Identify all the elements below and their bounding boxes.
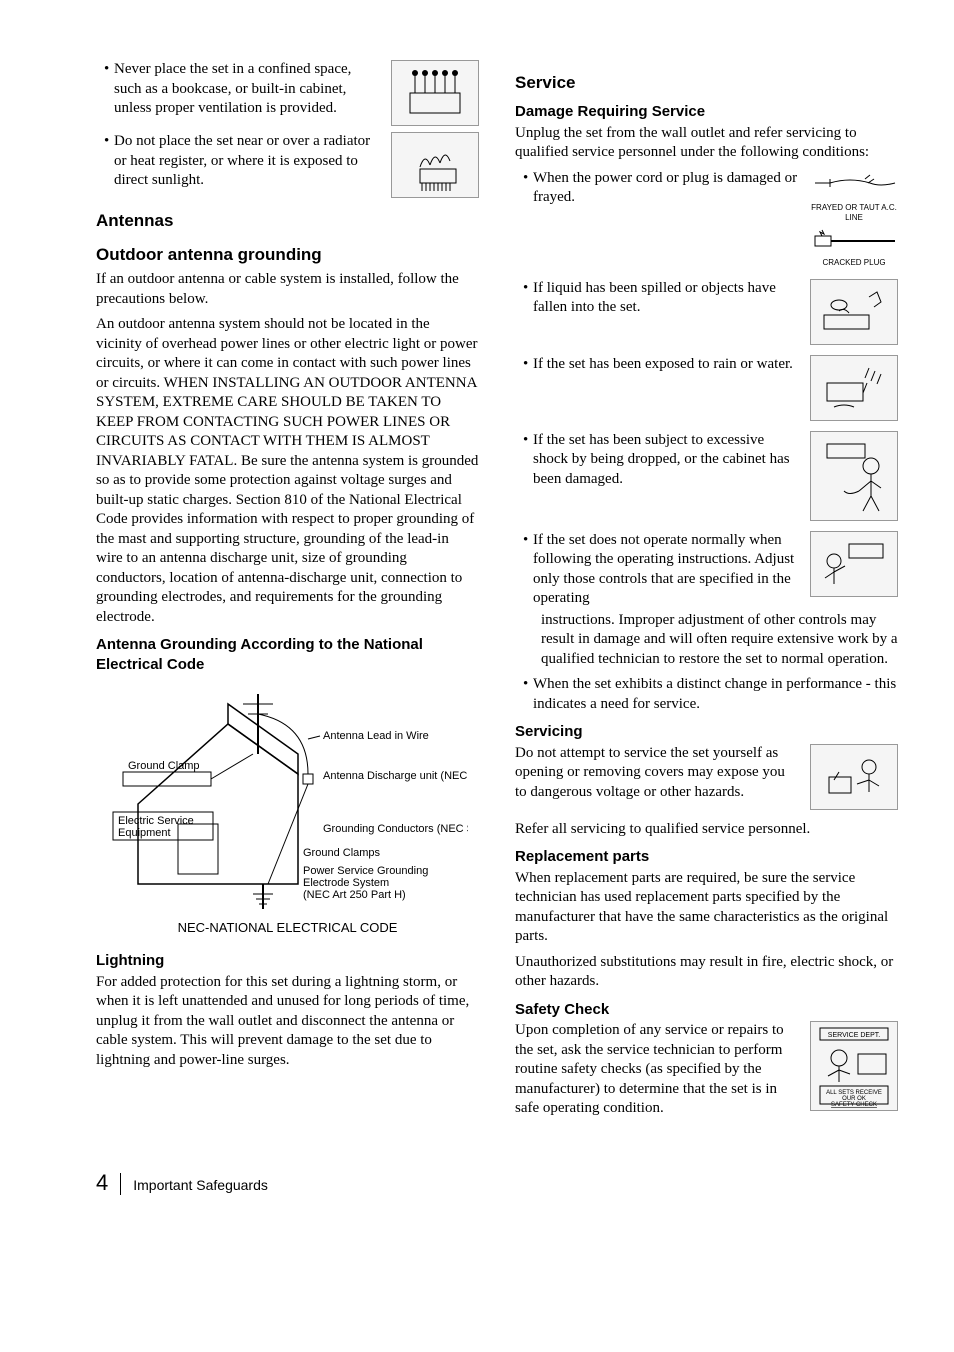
page-number: 4 xyxy=(96,1169,108,1198)
bullet-continuation: instructions. Improper adjustment of oth… xyxy=(515,611,898,670)
bullet-text: If the set has been subject to excessive… xyxy=(533,431,800,490)
replacement-body-2: Unauthorized substitutions may result in… xyxy=(515,953,898,992)
damage-intro: Unplug the set from the wall outlet and … xyxy=(515,124,898,163)
left-column: Never place the set in a confined space,… xyxy=(96,60,479,1129)
safety-check-body: Upon completion of any service or repair… xyxy=(515,1021,800,1119)
svg-text:SAFETY CHECK: SAFETY CHECK xyxy=(831,1102,877,1108)
bullet-item: If the set has been exposed to rain or w… xyxy=(515,355,898,421)
bullet-text: If liquid has been spilled or objects ha… xyxy=(533,279,800,318)
two-column-layout: Never place the set in a confined space,… xyxy=(96,60,898,1129)
bullet-item: When the set exhibits a distinct change … xyxy=(515,675,898,714)
bullet-text: If the set does not operate normally whe… xyxy=(533,531,800,609)
svg-text:SERVICE DEPT.: SERVICE DEPT. xyxy=(828,1032,880,1039)
antennas-heading: Antennas xyxy=(96,210,479,232)
nec-caption: NEC-NATIONAL ELECTRICAL CODE xyxy=(96,920,479,937)
diagram-label: Ground Clamps xyxy=(303,847,381,859)
diagram-label: Antenna Discharge unit (NEC Section 810-… xyxy=(323,770,468,782)
antenna-grounding-diagram: Antenna Lead in Wire Ground Clamp Antenn… xyxy=(108,684,468,914)
bullet-item: If liquid has been spilled or objects ha… xyxy=(515,279,898,345)
bullet-dot-icon xyxy=(515,531,523,551)
servicing-heading: Servicing xyxy=(515,722,898,742)
diagram-label: Antenna Lead in Wire xyxy=(323,730,429,742)
frayed-label: FRAYED OR TAUT A.C. LINE xyxy=(810,203,898,224)
diagram-label: Electric Service xyxy=(118,815,194,827)
outdoor-grounding-heading: Outdoor antenna grounding xyxy=(96,244,479,266)
footer-divider xyxy=(120,1173,121,1195)
svg-text:Electrode System: Electrode System xyxy=(303,877,389,889)
svg-text:Equipment: Equipment xyxy=(118,827,171,839)
servicing-illustration xyxy=(810,744,898,810)
bullet-dot-icon xyxy=(515,675,523,714)
outdoor-paragraph: An outdoor antenna system should not be … xyxy=(96,315,479,627)
bullet-item: Never place the set in a confined space,… xyxy=(96,60,479,126)
outdoor-paragraph: If an outdoor antenna or cable system is… xyxy=(96,270,479,309)
adjust-illustration xyxy=(810,531,898,597)
bookcase-illustration xyxy=(391,60,479,126)
cracked-label: CRACKED PLUG xyxy=(810,258,898,268)
svg-text:(NEC Art 250 Part H): (NEC Art 250 Part H) xyxy=(303,889,406,901)
servicing-body-2: Refer all servicing to qualified service… xyxy=(515,820,898,840)
page-title: Important Safeguards xyxy=(133,1176,268,1194)
safety-check-heading: Safety Check xyxy=(515,1000,898,1020)
replacement-heading: Replacement parts xyxy=(515,847,898,867)
diagram-label: Ground Clamp xyxy=(128,760,200,772)
right-column: Service Damage Requiring Service Unplug … xyxy=(515,60,898,1129)
bullet-text: Do not place the set near or over a radi… xyxy=(114,132,381,198)
bullet-item: If the set does not operate normally whe… xyxy=(515,531,898,609)
svg-text:Power Service Grounding: Power Service Grounding xyxy=(303,865,428,877)
rain-illustration xyxy=(810,355,898,421)
spill-illustration xyxy=(810,279,898,345)
bullet-text: When the set exhibits a distinct change … xyxy=(533,675,898,714)
servicing-body: Do not attempt to service the set yourse… xyxy=(515,744,800,803)
radiator-illustration xyxy=(391,132,479,198)
lightning-body: For added protection for this set during… xyxy=(96,973,479,1071)
bullet-dot-icon xyxy=(515,355,523,375)
dropped-illustration xyxy=(810,431,898,521)
bullet-dot-icon xyxy=(515,279,523,299)
bullet-dot-icon xyxy=(515,431,523,451)
replacement-body: When replacement parts are required, be … xyxy=(515,869,898,947)
bullet-item: When the power cord or plug is damaged o… xyxy=(515,169,898,269)
service-heading: Service xyxy=(515,72,898,94)
safety-check-illustration: SERVICE DEPT.ALL SETS RECEIVEOUR OKSAFET… xyxy=(810,1021,898,1111)
bullet-item: Do not place the set near or over a radi… xyxy=(96,132,479,198)
damage-heading: Damage Requiring Service xyxy=(515,102,898,122)
bullet-dot-icon xyxy=(96,60,104,126)
safety-check-row: Upon completion of any service or repair… xyxy=(515,1021,898,1119)
page-footer: 4 Important Safeguards xyxy=(96,1169,898,1198)
lightning-heading: Lightning xyxy=(96,951,479,971)
diagram-label: Grounding Conductors (NEC Section 810-21… xyxy=(323,823,468,835)
bullet-text: When the power cord or plug is damaged o… xyxy=(533,169,800,208)
bullet-item: If the set has been subject to excessive… xyxy=(515,431,898,521)
cord-plug-illustrations: FRAYED OR TAUT A.C. LINE CRACKED PLUG xyxy=(810,169,898,269)
grounding-accord-heading: Antenna Grounding According to the Natio… xyxy=(96,635,479,674)
servicing-row: Do not attempt to service the set yourse… xyxy=(515,744,898,810)
bullet-text: Never place the set in a confined space,… xyxy=(114,60,381,126)
paragraph-text: Be sure the antenna system is grounded s… xyxy=(96,453,478,625)
bullet-dot-icon xyxy=(515,169,523,189)
bullet-text: If the set has been exposed to rain or w… xyxy=(533,355,800,375)
bullet-dot-icon xyxy=(96,132,104,198)
